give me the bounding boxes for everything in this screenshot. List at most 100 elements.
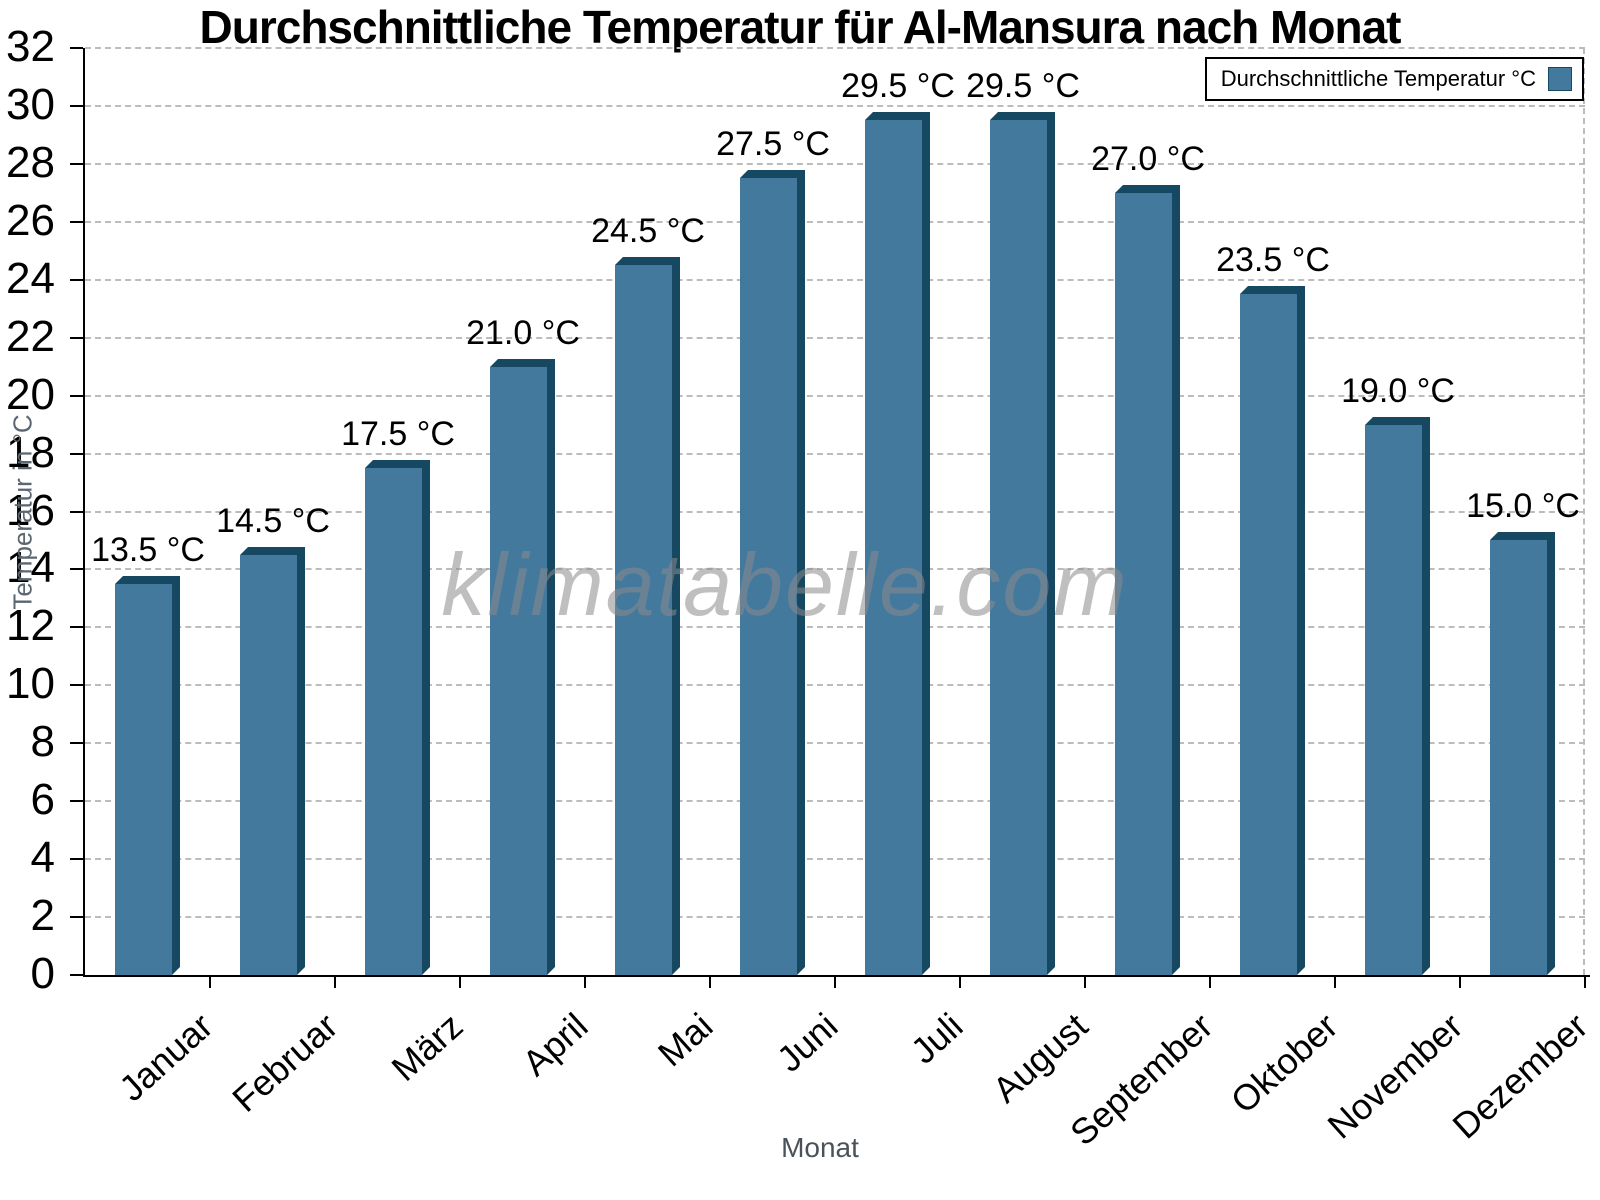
bar-Juli xyxy=(865,112,930,975)
y-tick-10 xyxy=(70,684,83,687)
x-tick-label-Juni: Juni xyxy=(768,1005,846,1080)
bar-Oktober xyxy=(1240,286,1305,975)
y-tick-label-2: 2 xyxy=(30,891,55,941)
gridline-2 xyxy=(85,916,1585,919)
x-tick-5 xyxy=(709,975,711,988)
gridline-28 xyxy=(85,162,1585,165)
x-tick-label-Februar: Februar xyxy=(224,1005,346,1120)
bar-August xyxy=(990,112,1055,975)
value-label-August: 29.5 °C xyxy=(966,67,1080,105)
bar-front-face xyxy=(740,178,797,975)
y-tick-16 xyxy=(70,510,83,513)
y-tick-30 xyxy=(70,104,83,107)
gridline-32 xyxy=(85,47,1585,49)
bar-März xyxy=(365,460,430,975)
x-tick-3 xyxy=(459,975,461,988)
gridline-10 xyxy=(85,684,1585,687)
bar-front-face xyxy=(1365,425,1422,975)
bar-Juni xyxy=(740,170,805,975)
y-tick-label-30: 30 xyxy=(6,79,55,129)
gridline-24 xyxy=(85,278,1585,281)
bar-front-face xyxy=(115,584,172,975)
x-tick-label-Oktober: Oktober xyxy=(1222,1005,1346,1122)
y-tick-label-26: 26 xyxy=(6,195,55,245)
x-tick-2 xyxy=(334,975,336,988)
value-label-September: 27.0 °C xyxy=(1091,140,1205,178)
y-tick-6 xyxy=(70,800,83,803)
chart-title: Durchschnittliche Temperatur für Al-Mans… xyxy=(199,1,1402,53)
value-label-April: 21.0 °C xyxy=(466,314,580,352)
value-label-Dezember: 15.0 °C xyxy=(1466,487,1580,525)
x-tick-label-Dezember: Dezember xyxy=(1444,1005,1596,1147)
y-tick-26 xyxy=(70,220,83,223)
gridline-22 xyxy=(85,336,1585,339)
x-tick-9 xyxy=(1209,975,1211,988)
gridline-8 xyxy=(85,742,1585,745)
y-tick-label-8: 8 xyxy=(30,717,55,767)
bar-front-face xyxy=(615,265,672,975)
bar-Februar xyxy=(240,547,305,975)
x-axis-line xyxy=(83,975,1590,977)
y-tick-4 xyxy=(70,858,83,861)
bar-front-face xyxy=(240,555,297,975)
y-tick-label-4: 4 xyxy=(30,833,55,883)
y-tick-12 xyxy=(70,626,83,629)
value-label-Februar: 14.5 °C xyxy=(216,502,330,540)
y-tick-label-12: 12 xyxy=(6,601,55,651)
y-axis-title: Temperatur in °C xyxy=(7,414,38,610)
bar-Januar xyxy=(115,576,180,975)
x-tick-7 xyxy=(959,975,961,988)
x-axis-title: Monat xyxy=(781,1132,859,1163)
bar-Dezember xyxy=(1490,532,1555,975)
gridline-14 xyxy=(85,568,1585,571)
value-label-Mai: 24.5 °C xyxy=(591,212,705,250)
gridline-30 xyxy=(85,104,1585,107)
x-tick-10 xyxy=(1334,975,1336,988)
y-tick-2 xyxy=(70,916,83,919)
y-tick-label-32: 32 xyxy=(6,22,55,71)
x-tick-label-April: April xyxy=(514,1005,596,1084)
y-tick-label-16: 16 xyxy=(6,485,55,535)
y-tick-label-28: 28 xyxy=(6,137,55,187)
x-tick-8 xyxy=(1084,975,1086,988)
legend: Durchschnittliche Temperatur °C xyxy=(1204,57,1584,101)
gridline-18 xyxy=(85,452,1585,455)
bar-front-face xyxy=(1490,540,1547,975)
plot-right-boundary xyxy=(1583,48,1585,975)
x-tick-label-Januar: Januar xyxy=(111,1005,221,1110)
x-tick-label-November: November xyxy=(1319,1005,1471,1147)
value-label-November: 19.0 °C xyxy=(1341,372,1455,410)
bar-Mai xyxy=(615,257,680,975)
value-label-Oktober: 23.5 °C xyxy=(1216,241,1330,279)
y-tick-label-0: 0 xyxy=(30,949,55,998)
bar-November xyxy=(1365,417,1430,975)
bar-September xyxy=(1115,185,1180,975)
y-tick-24 xyxy=(70,278,83,281)
bar-front-face xyxy=(1115,193,1172,975)
y-tick-14 xyxy=(70,568,83,571)
y-tick-label-22: 22 xyxy=(6,311,55,361)
x-tick-label-Juli: Juli xyxy=(902,1005,971,1072)
value-label-Juni: 27.5 °C xyxy=(716,125,830,163)
gridline-12 xyxy=(85,626,1585,629)
x-tick-12 xyxy=(1584,975,1586,988)
y-tick-0 xyxy=(70,974,83,976)
gridline-4 xyxy=(85,858,1585,861)
x-tick-6 xyxy=(834,975,836,988)
y-tick-label-6: 6 xyxy=(30,775,55,825)
value-label-Juli: 29.5 °C xyxy=(841,67,955,105)
bar-front-face xyxy=(1240,294,1297,975)
y-tick-20 xyxy=(70,394,83,397)
y-tick-18 xyxy=(70,452,83,455)
x-tick-4 xyxy=(584,975,586,988)
y-tick-8 xyxy=(70,742,83,745)
y-tick-label-24: 24 xyxy=(6,253,55,303)
watermark: klimatabelle.com xyxy=(441,535,1129,634)
y-tick-label-20: 20 xyxy=(6,369,55,419)
bar-April xyxy=(490,359,555,975)
y-tick-label-10: 10 xyxy=(6,659,55,709)
legend-label: Durchschnittliche Temperatur °C xyxy=(1220,66,1536,91)
bar-front-face xyxy=(490,367,547,975)
x-tick-label-August: August xyxy=(984,1005,1096,1111)
x-tick-1 xyxy=(209,975,211,988)
